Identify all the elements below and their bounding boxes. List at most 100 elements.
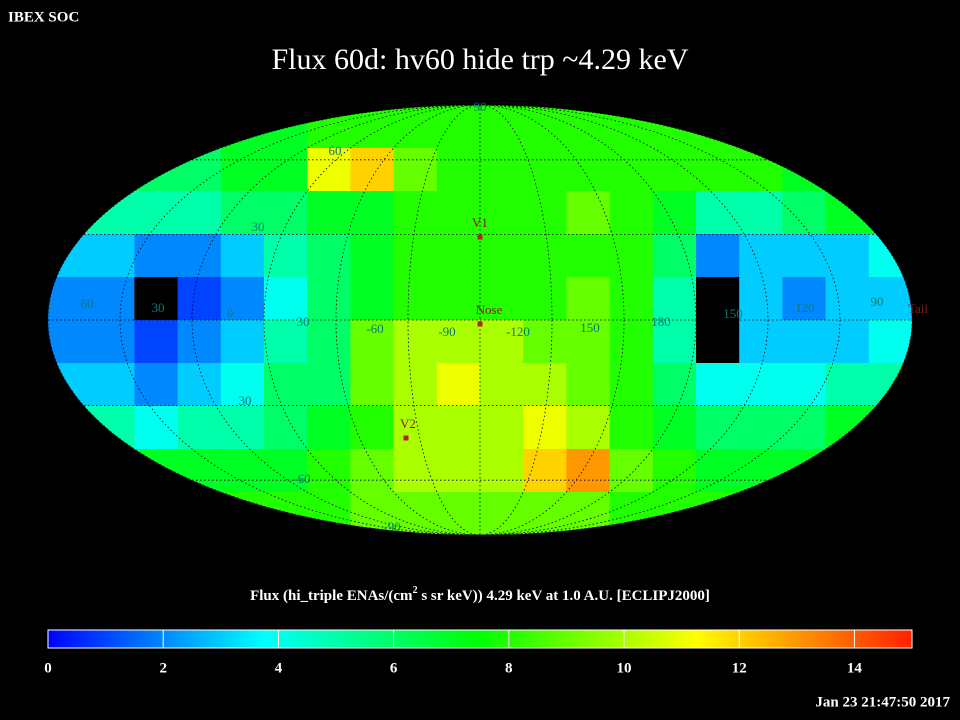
flux-cell xyxy=(782,406,827,450)
flux-cell xyxy=(609,148,654,192)
flux-cell xyxy=(739,363,783,407)
marker-label: V1 xyxy=(472,215,488,230)
flux-cell xyxy=(480,363,524,407)
flux-cell xyxy=(436,105,481,149)
flux-cell xyxy=(609,449,654,493)
flux-cell xyxy=(436,234,481,278)
flux-cell xyxy=(393,363,438,407)
flux-cell xyxy=(350,449,395,493)
flux-cell xyxy=(782,363,827,407)
flux-cell xyxy=(177,234,222,278)
flux-cell xyxy=(220,363,265,407)
flux-cell xyxy=(264,406,308,450)
flux-cell xyxy=(264,277,308,321)
lon-label: 150 xyxy=(580,320,600,335)
colorbar-tick-label: 10 xyxy=(617,660,632,676)
lat-label: 90 xyxy=(474,99,487,114)
flux-cell xyxy=(436,277,481,321)
marker-dot xyxy=(477,234,483,240)
marker-label: V2 xyxy=(400,416,416,431)
flux-cell xyxy=(393,191,438,235)
flux-cell xyxy=(134,320,179,364)
marker-dot xyxy=(477,321,483,327)
flux-cell xyxy=(696,234,740,278)
flux-cell xyxy=(652,363,697,407)
flux-cell xyxy=(609,363,654,407)
flux-cell xyxy=(652,277,697,321)
flux-cell xyxy=(48,320,92,364)
flux-cell xyxy=(91,277,135,321)
flux-cell xyxy=(393,320,438,364)
flux-cell xyxy=(523,449,567,493)
flux-cell xyxy=(523,320,567,364)
lon-label: -120 xyxy=(506,324,530,339)
marker-label: Nose xyxy=(476,302,503,317)
flux-cell xyxy=(868,277,912,321)
flux-cell xyxy=(566,363,611,407)
flux-cell xyxy=(566,449,611,493)
flux-cell xyxy=(782,234,827,278)
flux-cell xyxy=(264,234,308,278)
flux-cell xyxy=(868,320,912,364)
flux-cell xyxy=(307,277,351,321)
flux-cell xyxy=(307,363,351,407)
flux-cell xyxy=(652,148,697,192)
lon-label: -60 xyxy=(366,321,383,336)
flux-cell xyxy=(220,277,265,321)
flux-cell xyxy=(739,320,783,364)
flux-cell xyxy=(782,277,827,321)
colorbar-tick-label: 14 xyxy=(847,660,863,676)
flux-cell xyxy=(350,148,395,192)
label-text: s sr keV)) 4.29 keV at 1.0 A.U. [ECLIPJ2… xyxy=(418,588,710,604)
lon-label: 60 xyxy=(81,296,94,311)
flux-cell xyxy=(220,234,265,278)
lon-label: 30 xyxy=(152,300,165,315)
flux-cell xyxy=(350,234,395,278)
flux-cell xyxy=(436,492,481,535)
flux-cell xyxy=(480,148,524,192)
flux-cell xyxy=(480,105,524,149)
flux-cell xyxy=(652,406,697,450)
flux-cell xyxy=(609,320,654,364)
flux-cell xyxy=(350,320,395,364)
flux-cell xyxy=(480,492,524,535)
flux-cell xyxy=(436,363,481,407)
colorbar-tick-label: 4 xyxy=(275,660,283,676)
flux-cell xyxy=(264,148,308,192)
lon-label: 90 xyxy=(871,294,884,309)
flux-cell xyxy=(307,320,351,364)
flux-cell xyxy=(696,191,740,235)
flux-cell xyxy=(307,191,351,235)
flux-cell xyxy=(782,320,827,364)
flux-cell xyxy=(739,406,783,450)
label-sup: 2 xyxy=(413,585,418,596)
flux-cell xyxy=(134,234,179,278)
flux-cell xyxy=(177,277,222,321)
flux-cell xyxy=(177,320,222,364)
flux-cell xyxy=(350,191,395,235)
flux-cell xyxy=(393,492,438,535)
colorbar-label: Flux (hi_triple ENAs/(cm2 s sr keV)) 4.2… xyxy=(250,585,710,604)
flux-cell xyxy=(134,191,179,235)
flux-cell xyxy=(523,234,567,278)
flux-cell xyxy=(393,277,438,321)
lon-label: 30 xyxy=(297,314,310,329)
flux-cell xyxy=(264,191,308,235)
flux-cell xyxy=(652,234,697,278)
colorbar-tick-label: 6 xyxy=(390,660,398,676)
flux-cell xyxy=(91,363,135,407)
flux-cell xyxy=(566,148,611,192)
lat-label: 30 xyxy=(239,393,252,408)
lon-label: 0 xyxy=(227,305,234,320)
flux-cell xyxy=(609,234,654,278)
flux-cell xyxy=(480,191,524,235)
flux-cell xyxy=(220,449,265,493)
lat-label: -90 xyxy=(383,519,400,534)
flux-cell xyxy=(307,234,351,278)
lon-label: 120 xyxy=(795,300,815,315)
flux-cell xyxy=(825,234,870,278)
flux-cell xyxy=(393,105,438,149)
flux-cell xyxy=(825,320,870,364)
flux-cell xyxy=(436,406,481,450)
